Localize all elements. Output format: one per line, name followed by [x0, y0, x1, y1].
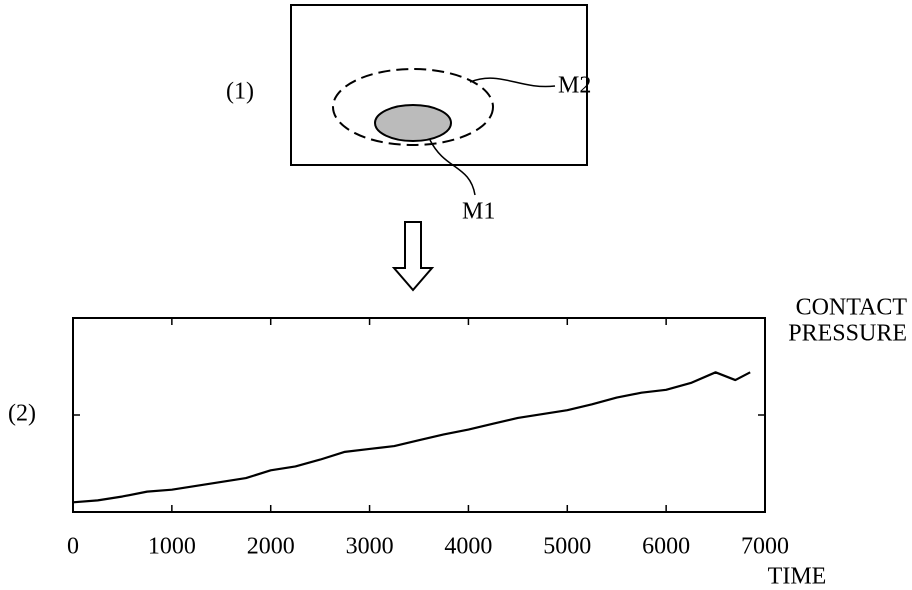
- leader-line: [429, 139, 476, 196]
- x-tick-label: 6000: [642, 534, 690, 560]
- y-axis-label: PRESSURE: [788, 321, 907, 347]
- panel-label: (1): [226, 79, 254, 105]
- panel-label: (2): [8, 401, 36, 427]
- x-tick-label: 7000: [741, 534, 789, 560]
- x-tick-label: 5000: [543, 534, 591, 560]
- leader-line: [469, 77, 556, 88]
- y-axis-label: CONTACT: [796, 295, 908, 321]
- x-tick-label: 3000: [346, 534, 394, 560]
- inner-label: M1: [462, 199, 495, 225]
- x-tick-label: 1000: [148, 534, 196, 560]
- outer-label: M2: [558, 73, 591, 99]
- x-tick-label: 0: [67, 534, 79, 560]
- inner-region: [374, 104, 452, 142]
- frame: [290, 4, 588, 166]
- data-line: [72, 371, 751, 504]
- x-tick-label: 4000: [444, 534, 492, 560]
- outer-region: [332, 68, 494, 146]
- arrow: [391, 221, 435, 292]
- plot-frame: [72, 317, 766, 513]
- x-axis-label: TIME: [768, 564, 827, 590]
- x-tick-label: 2000: [247, 534, 295, 560]
